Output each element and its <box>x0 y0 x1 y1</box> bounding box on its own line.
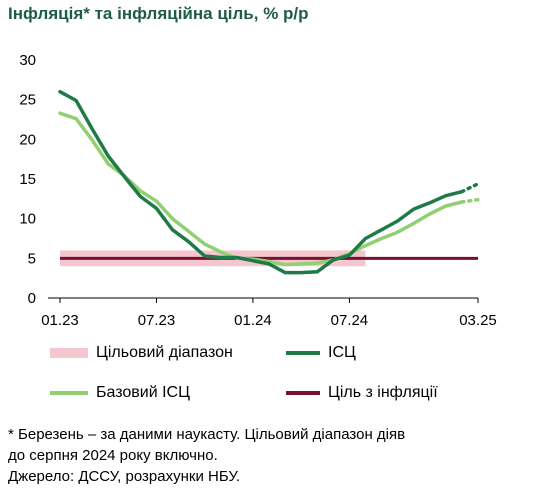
y-tick-label: 0 <box>28 290 36 307</box>
series-line-core_cpi <box>58 111 464 267</box>
x-tick-label: 01.23 <box>41 312 79 329</box>
footnote-text: * Березень – за даними наукасту. Цільови… <box>8 426 406 443</box>
chart-plot: 0 5 10 15 20 25 30 01.23 07.23 01.24 07.24 03.25 <box>19 52 496 329</box>
x-tick-label: 07.23 <box>138 312 176 329</box>
chart-title: Інфляція* та інфляційна ціль, % р/р <box>8 4 309 23</box>
x-tick-label: 07.24 <box>331 312 369 329</box>
legend-swatch-target <box>286 391 320 395</box>
legend-label-core-cpi: Базовий ІСЦ <box>96 384 190 401</box>
legend-swatch-core-cpi <box>50 391 88 395</box>
legend-swatch-target-range <box>50 348 88 358</box>
chart-legend: Цільовий діапазон ІСЦ Базовий ІСЦ Ціль з… <box>50 342 510 412</box>
legend-item-cpi: ІСЦ <box>286 344 356 362</box>
y-tick-label: 10 <box>19 211 36 228</box>
series-nowcast-core_cpi <box>460 197 480 204</box>
chart-lines <box>58 89 480 275</box>
y-tick-label: 30 <box>19 52 36 69</box>
y-tick-label: 25 <box>19 92 36 109</box>
legend-item-target-range: Цільовий діапазон <box>50 344 233 362</box>
chart-axes: 0 5 10 15 20 25 30 01.23 07.23 01.24 07.24 03.25 <box>19 52 496 329</box>
legend-label-target-range: Цільовий діапазон <box>96 344 233 361</box>
legend-swatch-cpi <box>286 351 320 355</box>
legend-item-core-cpi: Базовий ІСЦ <box>50 384 190 402</box>
footnotes: * Березень – за даними наукасту. Цільови… <box>8 424 538 487</box>
x-tick-label: 01.24 <box>234 312 272 329</box>
series-nowcast-cpi <box>460 182 480 194</box>
y-tick-label: 20 <box>19 131 36 148</box>
x-tick-label: 03.25 <box>459 312 497 329</box>
legend-label-target: Ціль з інфляції <box>328 384 438 401</box>
legend-label-cpi: ІСЦ <box>328 344 356 361</box>
y-tick-label: 15 <box>19 171 36 188</box>
series-line-cpi <box>58 89 464 275</box>
y-tick-label: 5 <box>28 250 36 267</box>
source-text: Джерело: ДССУ, розрахунки НБУ. <box>8 468 241 485</box>
legend-item-target: Ціль з інфляції <box>286 384 438 402</box>
footnote-text-2: до серпня 2024 року включно. <box>8 447 218 464</box>
